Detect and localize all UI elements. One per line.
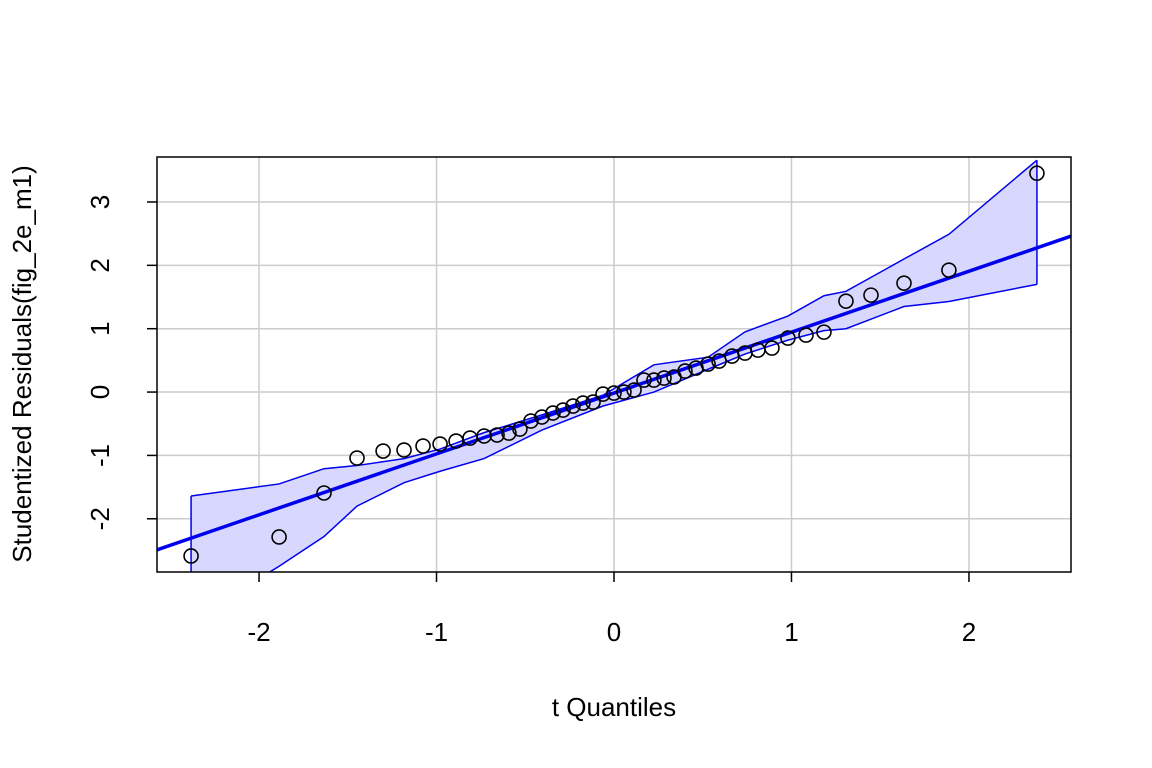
point [595,386,611,402]
band-edge [268,283,1038,572]
plot-area [157,157,1071,572]
point [565,398,581,414]
confidence-band [191,160,1037,572]
point [863,287,879,303]
point [1029,165,1045,182]
x-tick-label: 2 [962,617,976,647]
point [271,529,287,545]
y-tick-label: 3 [85,195,115,209]
point [764,340,780,356]
point [677,363,693,379]
point [700,356,716,372]
point [501,425,517,441]
point [941,262,957,278]
point [585,394,601,410]
point [816,324,832,340]
y-tick-label: -1 [85,444,115,467]
y-axis-label: Studentized Residuals(fig_2e_m1) [7,165,37,562]
y-tick-label: 1 [85,321,115,335]
band-edge [190,159,1038,497]
point [512,421,528,437]
plot-border [156,156,1072,573]
reference-line [157,234,1071,552]
point [349,450,365,466]
point [780,330,796,346]
point [575,395,591,411]
point [616,384,632,400]
point [896,275,912,291]
point [545,405,561,421]
point [415,438,431,454]
y-tick-label: -2 [85,507,115,530]
x-tick-label: -1 [425,617,448,647]
point [646,372,662,388]
point [396,442,412,458]
y-tick-label: 2 [85,258,115,272]
point [476,428,492,444]
point [523,413,539,429]
y-tick-label: 0 [85,385,115,399]
point [798,327,814,343]
point [316,485,332,501]
point [555,402,571,418]
point [606,385,622,401]
point [534,409,550,425]
point [838,293,854,309]
x-tick-label: -2 [247,617,270,647]
point [375,443,391,459]
x-tick-label: 0 [607,617,621,647]
x-tick-label: 1 [784,617,798,647]
point [489,427,505,443]
point [636,372,652,388]
point [656,370,672,386]
point [432,436,448,452]
point [626,382,642,398]
point [183,548,199,564]
x-axis-label: t Quantiles [552,692,676,722]
